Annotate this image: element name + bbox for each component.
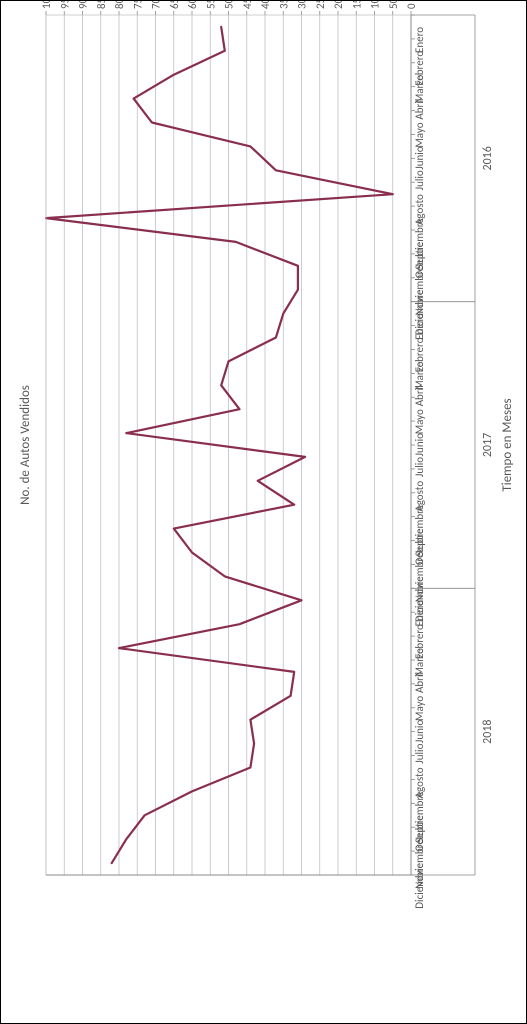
value-tick-label: 950 bbox=[58, 1, 71, 9]
value-tick-label: 650 bbox=[168, 1, 181, 9]
month-tick-label: Abril bbox=[413, 672, 426, 693]
chart-frame: 0 50 100 150 200 250 300 350 400 450 500 550 600 650 7… bbox=[0, 0, 527, 1024]
month-tick-label: Junio bbox=[413, 146, 426, 170]
value-tick-label: 900 bbox=[77, 1, 90, 9]
value-axis-title: No. de Autos Vendidos bbox=[18, 385, 33, 505]
value-tick-label: 300 bbox=[296, 1, 309, 9]
month-tick-label: Junio bbox=[413, 720, 426, 744]
year-label: 2018 bbox=[481, 720, 495, 744]
line-chart: 0 50 100 150 200 250 300 350 400 450 500 550 600 650 7… bbox=[1, 1, 526, 1023]
month-tick-label: Mayo bbox=[413, 696, 426, 721]
value-tick-label: 450 bbox=[241, 1, 254, 9]
value-tick-label: 850 bbox=[95, 1, 108, 9]
year-label: 2016 bbox=[481, 146, 495, 170]
category-axis-title: Tiempo en Meses bbox=[500, 398, 515, 491]
value-tick-label: 500 bbox=[223, 1, 236, 9]
month-tick-label: Enero bbox=[413, 27, 426, 53]
value-tick-label: 200 bbox=[332, 1, 345, 9]
value-tick-label: 350 bbox=[277, 1, 290, 9]
value-tick-label: 100 bbox=[369, 1, 382, 9]
value-tick-label: 550 bbox=[204, 1, 217, 9]
month-tick-label: Julio bbox=[413, 170, 426, 190]
month-tick-label: Mayo bbox=[413, 122, 426, 147]
value-tick-label: 250 bbox=[314, 1, 327, 9]
value-tick-label: 700 bbox=[150, 1, 163, 9]
month-tick-label: Abril bbox=[413, 99, 426, 120]
value-tick-label: 400 bbox=[259, 1, 272, 9]
value-tick-label: 50 bbox=[387, 1, 400, 9]
value-tick-label: 1000 bbox=[40, 1, 53, 9]
value-tick-label: 750 bbox=[131, 1, 144, 9]
month-tick-label: Julio bbox=[413, 743, 426, 763]
month-tick-label: Enero bbox=[413, 600, 426, 626]
month-tick-label: Julio bbox=[413, 457, 426, 477]
value-tick-label: 800 bbox=[113, 1, 126, 9]
value-tick-label: 150 bbox=[350, 1, 363, 9]
year-label: 2017 bbox=[481, 433, 495, 457]
month-tick-label: Enero bbox=[413, 313, 426, 339]
value-tick-label: 0 bbox=[405, 3, 418, 9]
month-tick-label: Abril bbox=[413, 385, 426, 406]
value-tick-label: 600 bbox=[186, 1, 199, 9]
month-tick-label: Diciembre bbox=[413, 863, 426, 909]
month-tick-label: Junio bbox=[413, 433, 426, 457]
month-tick-label: Mayo bbox=[413, 409, 426, 434]
